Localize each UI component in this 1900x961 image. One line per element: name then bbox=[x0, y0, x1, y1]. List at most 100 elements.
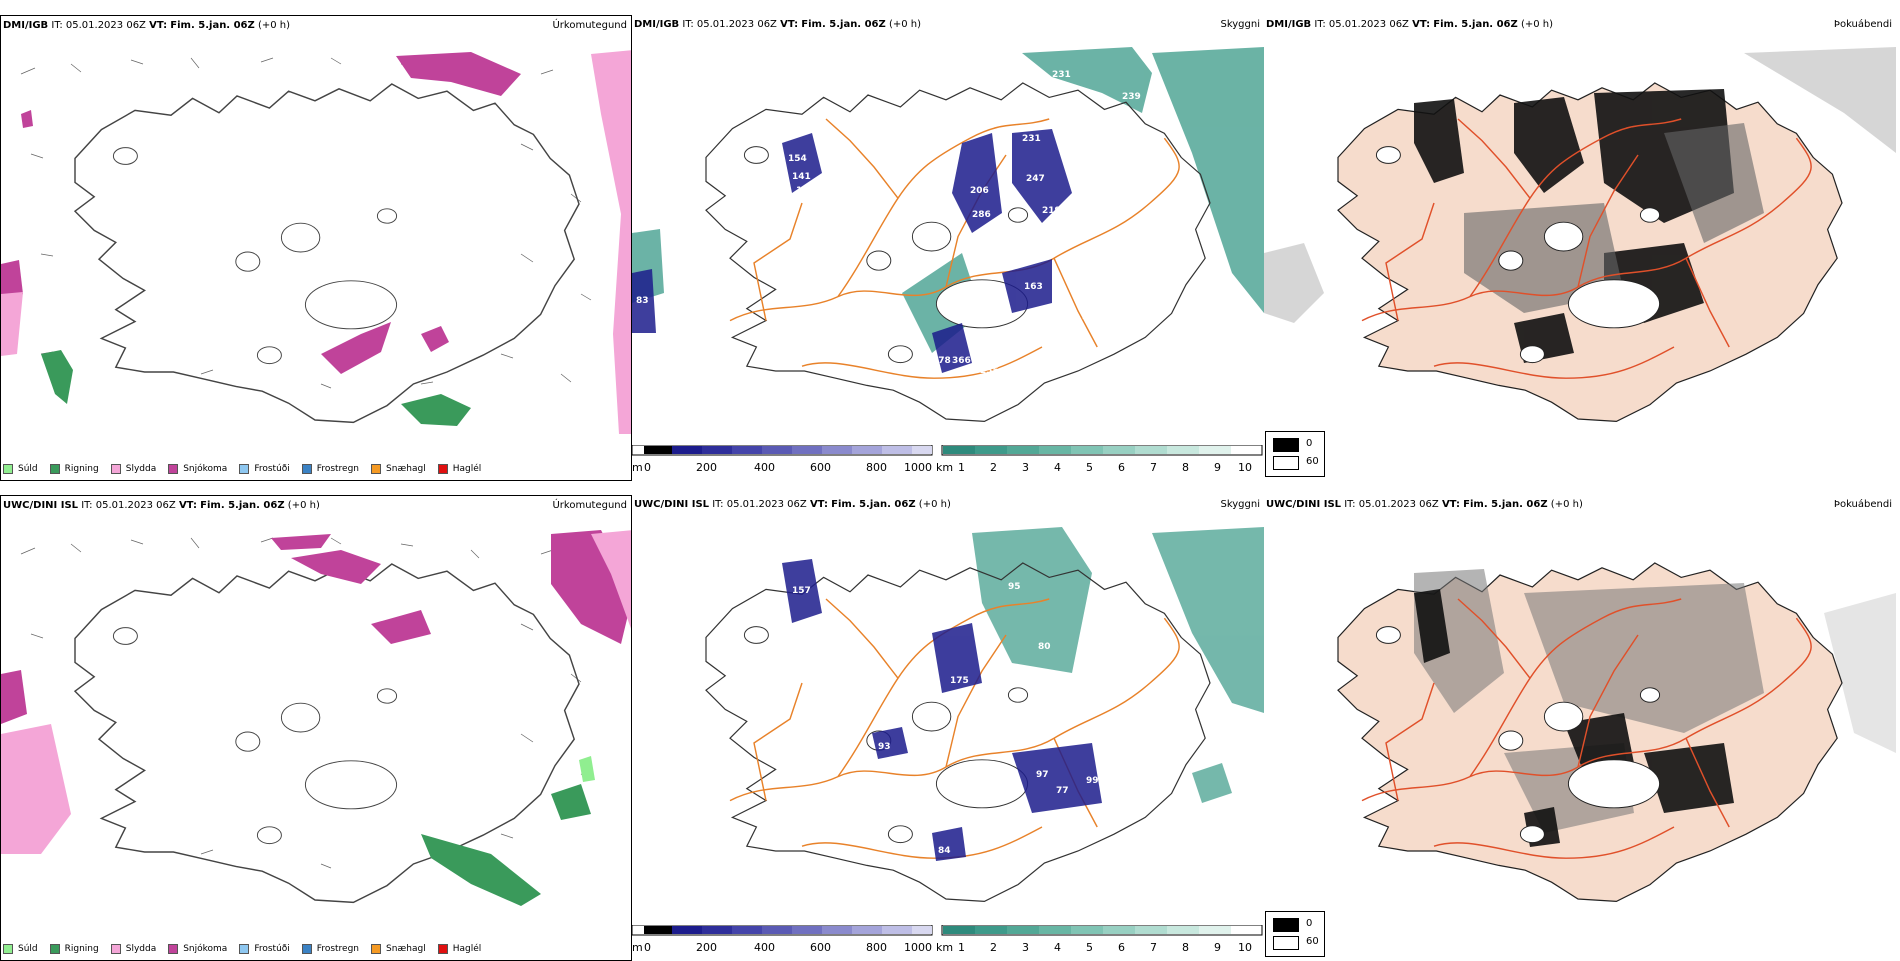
cloud-value-label: 366 bbox=[952, 356, 971, 366]
panel-title: DMI/IGB IT: 05.01.2023 06Z VT: Fim. 5.ja… bbox=[634, 19, 922, 30]
cloud-value-label: 231 bbox=[1052, 70, 1071, 80]
cloud-value-label: 154 bbox=[788, 154, 807, 164]
colorbar-tick: 10 bbox=[1238, 941, 1252, 954]
colorbar-unit: m bbox=[632, 941, 643, 954]
panel-title: UWC/DINI ISL IT: 05.01.2023 06Z VT: Fim.… bbox=[1266, 499, 1583, 510]
fog-legend: 0 60 bbox=[1265, 431, 1325, 477]
fog-legend-label: 60 bbox=[1306, 936, 1319, 947]
fog-swatch-low bbox=[1273, 936, 1299, 950]
precip-legend: Súld Rigning Slydda Snjókoma Frostúði Fr… bbox=[3, 944, 493, 954]
cloud-value-label: 125 bbox=[796, 186, 815, 196]
cloud-value-label: 83 bbox=[636, 296, 649, 306]
fog-swatch-low bbox=[1273, 456, 1299, 470]
cloud-value-label: 157 bbox=[792, 586, 811, 596]
panel-title: DMI/IGB IT: 05.01.2023 06Z VT: Fim. 5.ja… bbox=[3, 20, 291, 31]
panel-type-label: Skyggni bbox=[1220, 499, 1260, 510]
cloud-value-label: 93 bbox=[878, 742, 891, 752]
colorbar-tick: 0 bbox=[644, 461, 651, 474]
legend-item-frostregn: Frostregn bbox=[301, 464, 359, 474]
cloud-base-colorbar bbox=[632, 445, 1263, 456]
fog-legend-label: 60 bbox=[1306, 456, 1319, 467]
panel-fog-dmi: DMI/IGB IT: 05.01.2023 06Z VT: Fim. 5.ja… bbox=[1264, 15, 1896, 481]
fog-map bbox=[1337, 562, 1896, 903]
colorbar-tick: 6 bbox=[1118, 461, 1125, 474]
cloud-value-label: 342 bbox=[970, 336, 989, 346]
colorbar-tick: 8 bbox=[1182, 461, 1189, 474]
colorbar-tick: 3 bbox=[1022, 461, 1029, 474]
legend-item-snjokoma: Snjókoma bbox=[168, 944, 227, 954]
legend-item-haglel: Haglél bbox=[437, 944, 481, 954]
colorbar-tick: 10 bbox=[1238, 461, 1252, 474]
cloud-value-label: 97 bbox=[1036, 770, 1049, 780]
colorbar-tick: 6 bbox=[1118, 941, 1125, 954]
panel-precip-type-uwc: UWC/DINI ISL IT: 05.01.2023 06Z VT: Fim.… bbox=[0, 495, 632, 961]
colorbar-tick: 7 bbox=[1150, 941, 1157, 954]
fog-swatch-high bbox=[1273, 918, 1299, 932]
cloud-base-legend: m 0 200 400 600 800 1000 km 1 2 3 4 5 6 … bbox=[632, 443, 1264, 477]
legend-item-haglel: Haglél bbox=[437, 464, 481, 474]
colorbar-tick: 8 bbox=[1182, 941, 1189, 954]
cloud-value-label: 286 bbox=[972, 210, 991, 220]
panel-type-label: Skyggni bbox=[1220, 19, 1260, 30]
colorbar-unit: km bbox=[936, 941, 954, 954]
colorbar-tick: 7 bbox=[1150, 461, 1157, 474]
legend-item-snaehagl: Snæhagl bbox=[371, 944, 426, 954]
cloud-value-label: 206 bbox=[970, 186, 989, 196]
cloud-value-label: 80 bbox=[1038, 642, 1051, 652]
cloud-value-label: 231 bbox=[1022, 134, 1041, 144]
colorbar-tick: 2 bbox=[990, 461, 997, 474]
panel-type-label: Úrkomutegund bbox=[552, 20, 627, 31]
fog-swatch-high bbox=[1273, 438, 1299, 452]
colorbar-tick: 9 bbox=[1214, 461, 1221, 474]
cloud-value-label: 210 bbox=[970, 378, 989, 388]
colorbar-tick: 9 bbox=[1214, 941, 1221, 954]
colorbar-tick: 600 bbox=[810, 941, 831, 954]
legend-item-slydda: Slydda bbox=[110, 464, 156, 474]
cloud-value-label: 219 bbox=[1042, 206, 1061, 216]
colorbar-tick: 600 bbox=[810, 461, 831, 474]
fog-legend: 0 60 bbox=[1265, 911, 1325, 957]
legend-item-slydda: Slydda bbox=[110, 944, 156, 954]
cloud-base-map: 154 141 125 206 286 324 163 342 178 366 … bbox=[632, 47, 1264, 423]
panel-title: UWC/DINI ISL IT: 05.01.2023 06Z VT: Fim.… bbox=[634, 499, 951, 510]
cloud-value-label: 324 bbox=[984, 236, 1003, 246]
colorbar-tick: 400 bbox=[754, 941, 775, 954]
colorbar-tick: 1000 bbox=[904, 941, 932, 954]
cloud-value-label: 247 bbox=[1026, 174, 1045, 184]
colorbar-tick: 1000 bbox=[904, 461, 932, 474]
colorbar-tick: 5 bbox=[1086, 941, 1093, 954]
precip-type-map bbox=[1, 530, 631, 906]
colorbar-tick: 0 bbox=[644, 941, 651, 954]
colorbar-tick: 400 bbox=[754, 461, 775, 474]
cloud-value-label: 239 bbox=[1122, 92, 1141, 102]
cloud-value-label: 20 bbox=[1082, 312, 1095, 322]
cloud-value-label: 175 bbox=[950, 676, 969, 686]
panel-cloud-base-dmi: DMI/IGB IT: 05.01.2023 06Z VT: Fim. 5.ja… bbox=[632, 15, 1264, 481]
colorbar-tick: 4 bbox=[1054, 941, 1061, 954]
colorbar-tick: 3 bbox=[1022, 941, 1029, 954]
panel-type-label: Úrkomutegund bbox=[552, 500, 627, 511]
cloud-value-label: 63 bbox=[1114, 608, 1127, 618]
precip-type-map bbox=[1, 50, 631, 434]
colorbar-tick: 4 bbox=[1054, 461, 1061, 474]
legend-item-snaehagl: Snæhagl bbox=[371, 464, 426, 474]
fog-legend-label: 0 bbox=[1306, 438, 1313, 449]
panel-type-label: Þokuábendi bbox=[1833, 19, 1892, 30]
legend-item-frostudi: Frostúði bbox=[239, 464, 290, 474]
legend-item-rigning: Rigning bbox=[49, 464, 99, 474]
fog-map bbox=[1264, 47, 1896, 423]
cloud-value-label: 235 bbox=[980, 366, 999, 376]
legend-item-frostudi: Frostúði bbox=[239, 944, 290, 954]
colorbar-tick: 1 bbox=[958, 461, 965, 474]
legend-item-frostregn: Frostregn bbox=[301, 944, 359, 954]
colorbar-tick: 1 bbox=[958, 941, 965, 954]
panel-title: UWC/DINI ISL IT: 05.01.2023 06Z VT: Fim.… bbox=[3, 500, 320, 511]
legend-item-rigning: Rigning bbox=[49, 944, 99, 954]
panel-type-label: Þokuábendi bbox=[1833, 499, 1892, 510]
cloud-value-label: 141 bbox=[792, 172, 811, 182]
cloud-base-colorbar bbox=[632, 925, 1263, 936]
colorbar-tick: 200 bbox=[696, 941, 717, 954]
cloud-value-label: 178 bbox=[932, 356, 951, 366]
cloud-value-label: 99 bbox=[1086, 776, 1099, 786]
precip-legend: Súld Rigning Slydda Snjókoma Frostúði Fr… bbox=[3, 464, 493, 474]
